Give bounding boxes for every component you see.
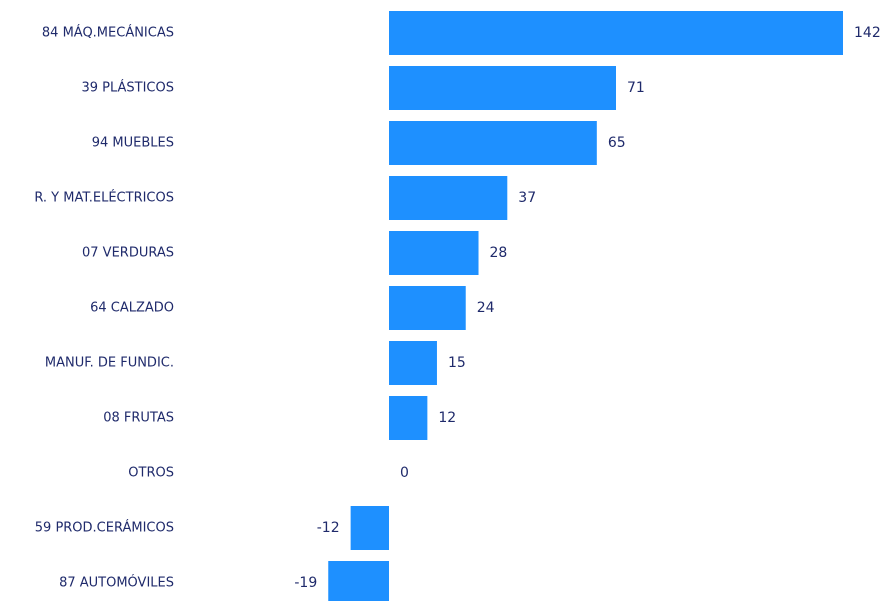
value-label: 28 [490, 245, 508, 261]
bar-7 [389, 396, 428, 440]
bar-5 [389, 286, 466, 330]
bar-9 [350, 506, 389, 550]
bar-10 [328, 561, 389, 601]
category-label: OTROS [128, 466, 174, 481]
category-label: MANUF. DE FUNDIC. [45, 356, 174, 371]
value-label: -12 [317, 520, 340, 536]
value-label: 15 [448, 355, 466, 371]
bar-2 [389, 121, 597, 165]
value-label: 71 [627, 80, 645, 96]
category-label: 59 PROD.CERÁMICOS [35, 520, 174, 536]
bars-group [328, 11, 843, 601]
category-label: 07 VERDURAS [82, 246, 174, 261]
value-label: -19 [294, 575, 317, 591]
value-label: 65 [608, 135, 626, 151]
value-label: 142 [854, 25, 881, 41]
value-label: 24 [477, 300, 495, 316]
category-label: R. Y MAT.ELÉCTRICOS [34, 190, 174, 206]
category-label: 87 AUTOMÓVILES [59, 575, 174, 591]
bar-6 [389, 341, 437, 385]
category-labels-group: 84 MÁQ.MECÁNICAS 39 PLÁSTICOS 94 MUEBLES R.… [34, 25, 174, 591]
value-label: 0 [400, 465, 409, 481]
bar-4 [389, 231, 479, 275]
category-label: 64 CALZADO [90, 301, 174, 316]
category-label: 08 FRUTAS [103, 411, 174, 426]
value-labels-group: 142 71 65 37 28 24 15 12 0 -12 -19 [294, 25, 880, 591]
value-label: 37 [518, 190, 536, 206]
category-label: 39 PLÁSTICOS [81, 80, 174, 96]
category-label: 94 MUEBLES [92, 136, 174, 151]
category-label: 84 MÁQ.MECÁNICAS [42, 25, 174, 41]
bar-1 [389, 66, 616, 110]
value-label: 12 [438, 410, 456, 426]
bar-3 [389, 176, 508, 220]
bar-0 [389, 11, 843, 55]
